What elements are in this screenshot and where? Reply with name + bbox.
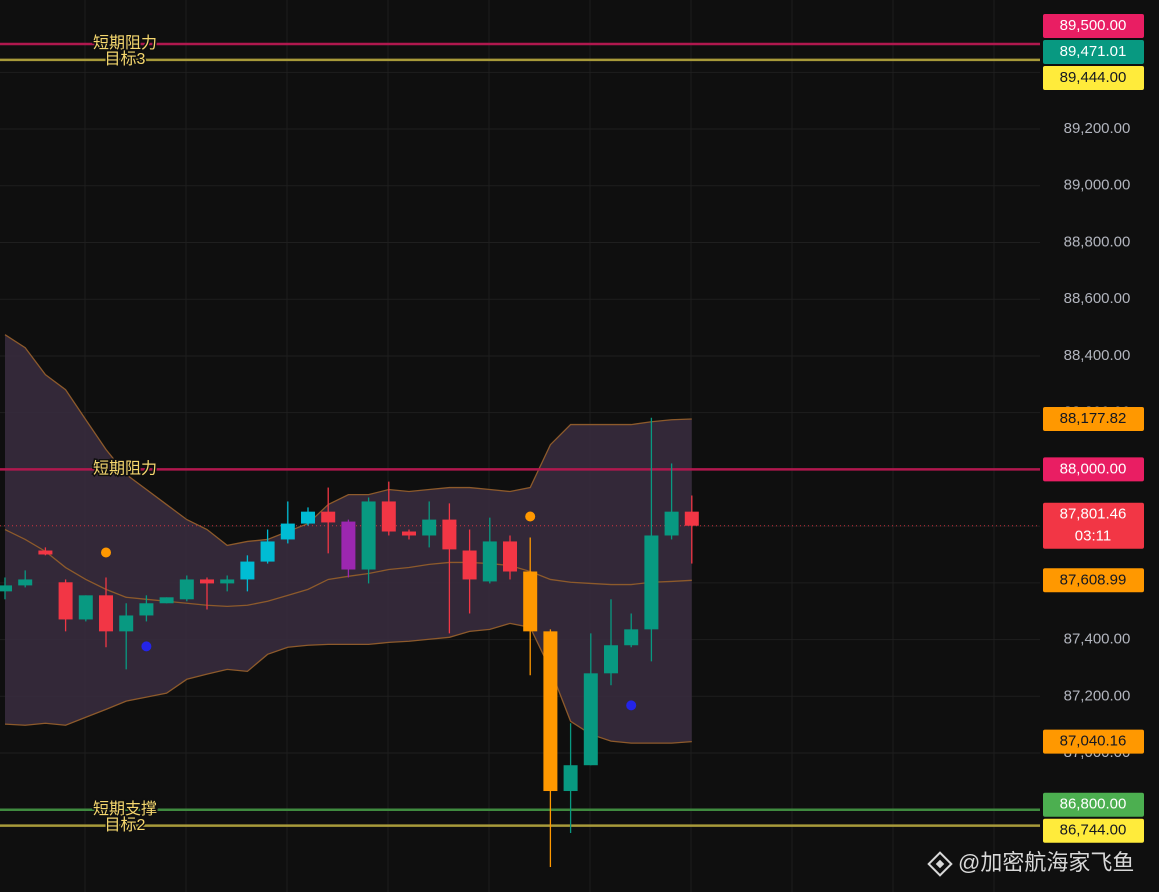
price-badge: [1043, 818, 1144, 843]
price-badge: [1043, 406, 1144, 431]
candle-body: [644, 535, 659, 630]
candle-body: [402, 531, 416, 536]
price-badge: [1043, 457, 1144, 482]
candle-body: [260, 541, 275, 562]
candle-body: [280, 523, 295, 540]
candle-body: [361, 501, 376, 570]
watermark: @加密航海家飞鱼: [958, 850, 1134, 875]
price-badge: [1043, 13, 1144, 38]
band-upper: [4, 334, 692, 547]
candle-body: [321, 511, 336, 523]
signal-dot: [525, 511, 536, 522]
candle-body: [119, 615, 134, 632]
price-badges: 89,500.00 89,471.01 89,444.00 88,177.82 88,0…: [1043, 13, 1144, 843]
candle-body: [179, 579, 194, 600]
candle-body: [220, 579, 235, 584]
level-label: 短期支撑: [93, 800, 157, 818]
candle-body: [462, 550, 477, 580]
price-badge: [1043, 65, 1144, 90]
price-badge-label: 89,444.00: [1060, 69, 1127, 86]
price-badge: [1043, 792, 1144, 817]
candle-body: [523, 571, 538, 632]
candle-body: [503, 541, 517, 572]
price-badge-label: 89,471.01: [1060, 43, 1127, 60]
level-label: 目标3: [105, 50, 146, 68]
candle-body: [664, 511, 679, 536]
candle-body: [442, 519, 457, 550]
candle-body: [422, 519, 437, 536]
y-tick-label: 88,800.00: [1064, 233, 1131, 250]
candle-body: [563, 765, 578, 792]
signal-dot: [101, 547, 111, 558]
candle-body: [139, 603, 154, 616]
y-tick-label: 89,000.00: [1064, 177, 1131, 194]
price-badge-label: 88,000.00: [1060, 460, 1127, 477]
candle-body: [99, 595, 113, 632]
price-badge: [1043, 39, 1144, 64]
y-tick-label: 87,200.00: [1064, 687, 1131, 704]
y-tick-label: 88,400.00: [1064, 347, 1131, 364]
signal-dot: [626, 700, 637, 711]
band-lower: [4, 622, 692, 744]
candle-body: [624, 629, 639, 646]
candles: [0, 417, 699, 868]
candle-body: [240, 561, 255, 580]
price-badge: [1043, 729, 1144, 754]
price-badge-label: 86,800.00: [1060, 796, 1127, 813]
level-label: 短期阻力: [93, 34, 157, 52]
watermark-group: @加密航海家飞鱼: [927, 850, 1134, 877]
price-badge-label: 03:11: [1075, 528, 1111, 545]
candle-body: [0, 585, 12, 592]
price-badge-label: 87,040.16: [1060, 733, 1127, 750]
y-tick-label: 89,200.00: [1064, 120, 1131, 137]
y-tick-label: 88,600.00: [1064, 290, 1131, 307]
candle-body: [159, 597, 174, 604]
price-badge-label: 87,608.99: [1060, 571, 1127, 588]
price-badge-label: 87,801.46: [1060, 506, 1127, 523]
candle-body: [58, 582, 73, 620]
candle-body: [381, 501, 396, 532]
candle-body: [482, 541, 497, 582]
candle-body: [301, 511, 315, 524]
candle-body: [684, 511, 699, 526]
price-badge: [1043, 568, 1144, 593]
price-badge-label: 88,177.82: [1060, 410, 1127, 427]
candle-body: [78, 595, 93, 620]
y-tick-label: 87,400.00: [1064, 631, 1131, 648]
candle-body: [604, 645, 618, 674]
price-badge: [1043, 502, 1144, 549]
candle-body: [200, 579, 214, 584]
price-badge-label: 86,744.00: [1060, 822, 1127, 839]
level-label: 目标2: [105, 816, 146, 834]
candle-body: [583, 673, 598, 766]
price-badge-label: 89,500.00: [1060, 17, 1127, 34]
level-label: 短期阻力: [93, 460, 157, 478]
candle-body: [38, 550, 53, 555]
signal-dot: [141, 641, 152, 652]
candle-body: [18, 579, 33, 586]
candle-body: [543, 631, 558, 792]
candle-body: [341, 521, 356, 570]
